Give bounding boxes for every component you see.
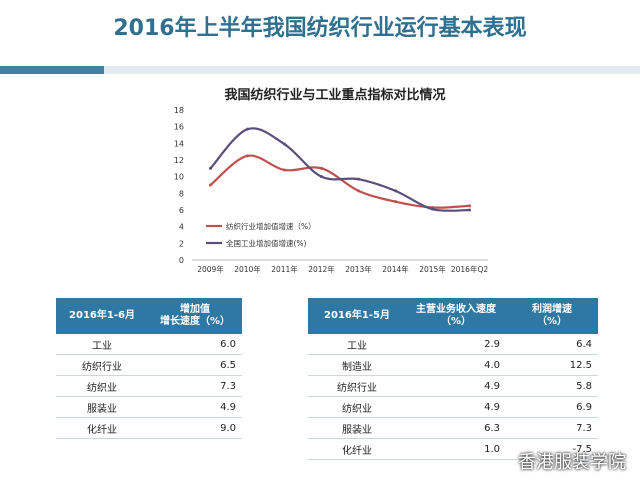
chart: 我国纺织行业与工业重点指标对比情况 0 2 4 6 8 10 12 14 16 18 2009年 20…	[160, 84, 510, 284]
row-value: 4.9	[406, 396, 506, 418]
table-jan-may: 2016年1-5月 主营业务收入速度 （%） 利润增速 （%） 工业 2.9 6.4…	[308, 298, 598, 460]
row-value: -7.5	[506, 438, 598, 460]
title-divider	[0, 66, 640, 74]
watermark-text: 香港服装学院	[518, 452, 626, 473]
data-point	[209, 166, 212, 170]
header-profit-growth: 利润增速 （%）	[506, 298, 598, 334]
row-value: 1.0	[406, 438, 506, 460]
row-value: 6.0	[148, 334, 242, 355]
row-value: 9.0	[148, 417, 242, 439]
row-value: 6.5	[148, 354, 242, 376]
data-point	[246, 127, 249, 131]
line-chart: 0 2 4 6 8 10 12 14 16 18 2009年 2010年 2011年 2012年 2013年…	[174, 106, 489, 274]
row-value: 4.9	[148, 396, 242, 418]
row-label: 纺织行业	[308, 375, 406, 397]
row-label: 制造业	[308, 354, 406, 376]
row-value: 7.3	[148, 375, 242, 397]
y-tick-label: 8	[179, 189, 184, 198]
y-tick-label: 16	[174, 123, 184, 132]
series-line-2	[209, 127, 470, 212]
data-point	[283, 168, 286, 172]
row-value: 6.3	[406, 417, 506, 439]
series-line-1	[209, 154, 470, 209]
x-tick-label: 2013年	[345, 264, 372, 274]
title-divider-accent	[0, 66, 104, 74]
table-row: 工业 6.0	[56, 334, 242, 355]
row-value: 7.3	[506, 417, 598, 439]
table-row: 服装业 6.3 7.3	[308, 417, 598, 439]
x-tick-label: 2016年Q2	[451, 264, 488, 274]
x-tick-label: 2015年	[419, 264, 446, 274]
y-tick-label: 12	[174, 156, 184, 165]
table-row: 制造业 4.0 12.5	[308, 354, 598, 376]
x-tick-label: 2012年	[308, 264, 335, 274]
x-tick-label: 2011年	[271, 264, 298, 274]
y-tick-label: 10	[174, 173, 184, 182]
row-label: 工业	[308, 334, 406, 355]
y-tick-label: 2	[179, 239, 184, 248]
data-point	[394, 200, 397, 204]
table-row: 服装业 4.9	[56, 396, 242, 418]
row-value: 4.0	[406, 354, 506, 376]
data-point	[394, 189, 397, 193]
row-value: 2.9	[406, 334, 506, 355]
table-header-row: 2016年1-6月 增加值 增长速度（%）	[56, 298, 242, 334]
table-row: 化纤业 1.0 -7.5	[308, 438, 598, 460]
data-point	[357, 177, 360, 181]
row-value: 5.8	[506, 375, 598, 397]
table-row: 工业 2.9 6.4	[308, 334, 598, 355]
data-point	[468, 208, 471, 212]
y-tick-label: 0	[179, 256, 184, 265]
table-row: 纺织行业 4.9 5.8	[308, 375, 598, 397]
row-value: 6.9	[506, 396, 598, 418]
data-point	[283, 142, 286, 146]
row-value: 6.4	[506, 334, 598, 355]
data-point	[468, 204, 471, 208]
legend-label: 全国工业增加值增速(%)	[226, 238, 307, 248]
row-value: 4.9	[406, 375, 506, 397]
data-point	[209, 183, 212, 187]
x-tick-label: 2010年	[234, 264, 261, 274]
row-label: 纺织业	[56, 375, 148, 397]
table-row: 纺织业 4.9 6.9	[308, 396, 598, 418]
table-row: 纺织行业 6.5	[56, 354, 242, 376]
y-tick-label: 18	[174, 106, 184, 115]
data-point	[357, 189, 360, 193]
chart-title: 我国纺织行业与工业重点指标对比情况	[224, 88, 446, 103]
table-row: 化纤业 9.0	[56, 417, 242, 439]
table-first-half: 2016年1-6月 增加值 增长速度（%） 工业 6.0 纺织行业 6.5 纺织业 7.3…	[56, 298, 242, 439]
header-period: 2016年1-5月	[308, 298, 406, 334]
row-label: 纺织业	[308, 396, 406, 418]
row-label: 服装业	[308, 417, 406, 439]
y-tick-label: 4	[179, 223, 184, 232]
row-value: 12.5	[506, 354, 598, 376]
header-period: 2016年1-6月	[56, 298, 148, 334]
row-label: 工业	[56, 334, 148, 355]
table-row: 纺织业 7.3	[56, 375, 242, 397]
row-label: 服装业	[56, 396, 148, 418]
table-header-row: 2016年1-5月 主营业务收入速度 （%） 利润增速 （%）	[308, 298, 598, 334]
data-point	[431, 207, 434, 211]
x-tick-label: 2009年	[197, 264, 224, 274]
header-growth: 增加值 增长速度（%）	[148, 298, 242, 334]
legend-label: 纺织行业增加值增速（%）	[226, 221, 316, 231]
y-tick-label: 14	[174, 139, 184, 148]
page-title: 2016年上半年我国纺织行业运行基本表现	[113, 16, 527, 41]
row-label: 化纤业	[56, 417, 148, 439]
header-revenue-growth: 主营业务收入速度 （%）	[406, 298, 506, 334]
row-label: 化纤业	[308, 438, 406, 460]
y-tick-label: 6	[179, 206, 184, 215]
x-tick-label: 2014年	[382, 264, 409, 274]
row-label: 纺织行业	[56, 354, 148, 376]
data-point	[320, 166, 323, 170]
data-point	[320, 175, 323, 179]
data-point	[246, 154, 249, 158]
